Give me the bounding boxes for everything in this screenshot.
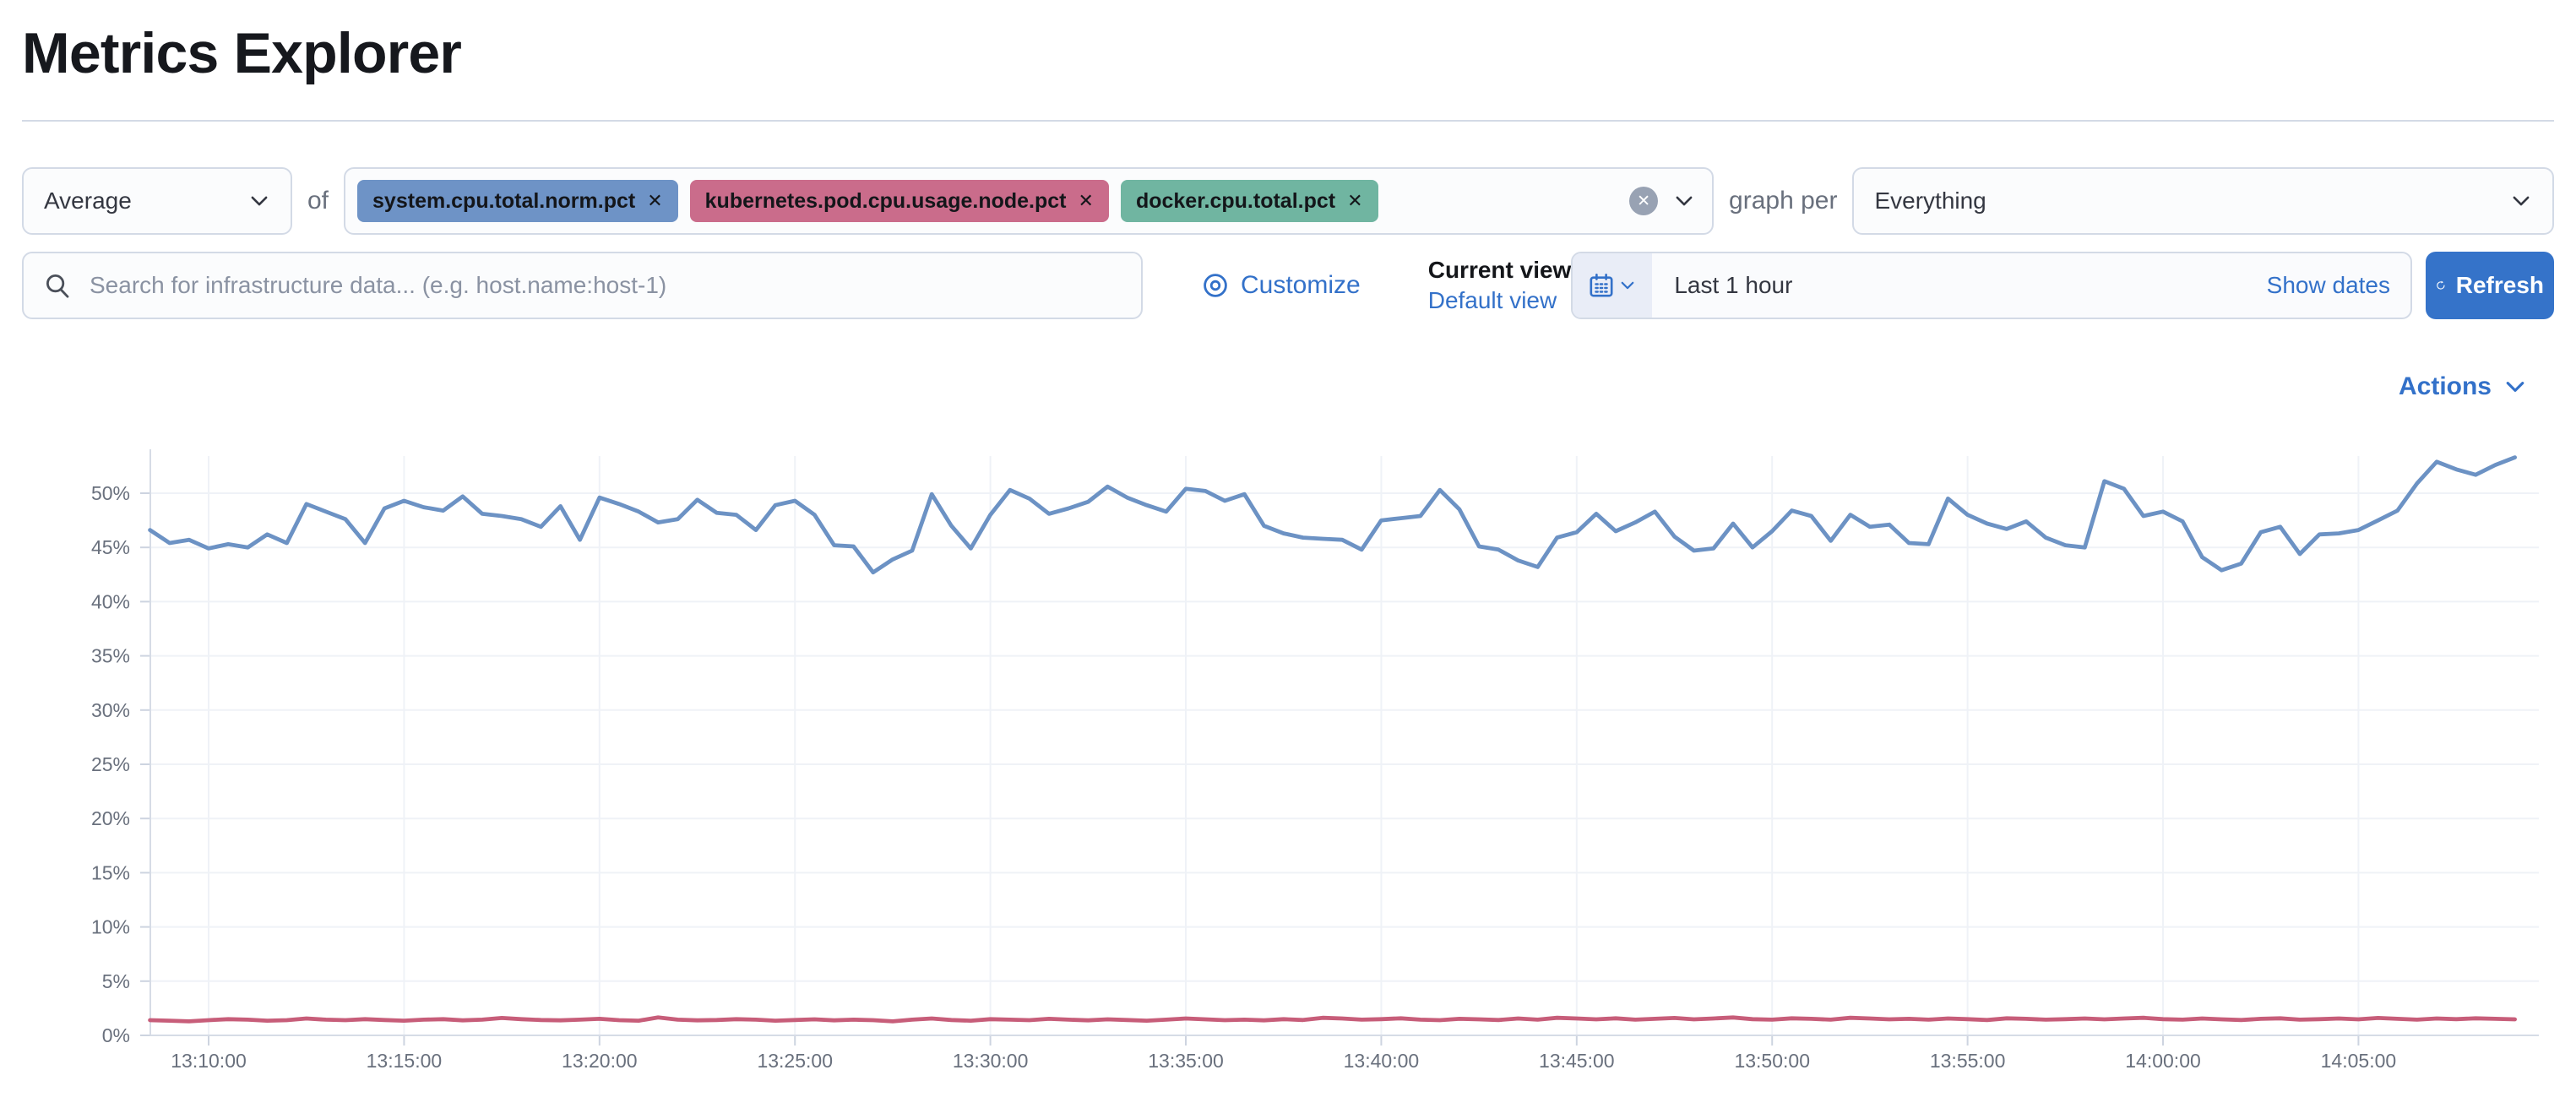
svg-text:13:45:00: 13:45:00 bbox=[1539, 1050, 1615, 1072]
chevron-down-icon bbox=[2513, 196, 2530, 206]
graph-per-value: Everything bbox=[1874, 187, 1986, 214]
page-title: Metrics Explorer bbox=[22, 21, 462, 85]
refresh-button[interactable]: Refresh bbox=[2426, 252, 2554, 319]
customize-button[interactable]: Customize bbox=[1202, 271, 1361, 300]
graph-per-label: graph per bbox=[1729, 187, 1838, 215]
chart-line-kubernetes.pod.cpu.usage.node.pct bbox=[148, 1015, 2518, 1024]
chart-line-system.cpu.total.norm.pct bbox=[148, 455, 2518, 575]
svg-text:5%: 5% bbox=[102, 970, 130, 992]
svg-text:20%: 20% bbox=[91, 807, 130, 829]
refresh-icon bbox=[2437, 280, 2445, 290]
svg-text:13:15:00: 13:15:00 bbox=[367, 1050, 443, 1072]
svg-text:25%: 25% bbox=[91, 753, 130, 775]
svg-text:13:10:00: 13:10:00 bbox=[171, 1050, 247, 1072]
chevron-down-icon bbox=[251, 196, 268, 206]
calendar-menu-button[interactable] bbox=[1573, 253, 1653, 318]
header-divider bbox=[22, 120, 2554, 122]
metric-badge[interactable]: system.cpu.total.norm.pct ✕ bbox=[357, 180, 678, 222]
svg-text:45%: 45% bbox=[91, 536, 130, 558]
of-label: of bbox=[307, 187, 329, 215]
time-range-value[interactable]: Last 1 hour bbox=[1674, 272, 1793, 298]
metrics-explorer-page: Metrics Explorer Average of system.cpu.t… bbox=[0, 20, 2576, 1108]
svg-text:10%: 10% bbox=[91, 916, 130, 938]
chevron-down-icon bbox=[1621, 281, 1634, 290]
svg-text:13:30:00: 13:30:00 bbox=[953, 1050, 1029, 1072]
eye-icon bbox=[1204, 274, 1227, 297]
svg-text:35%: 35% bbox=[91, 645, 130, 667]
metric-badge-label: system.cpu.total.norm.pct bbox=[372, 188, 636, 213]
clear-all-icon[interactable]: ✕ bbox=[1629, 187, 1659, 215]
metric-controls-row: Average of system.cpu.total.norm.pct ✕ kub… bbox=[22, 167, 2554, 235]
svg-text:14:05:00: 14:05:00 bbox=[2321, 1050, 2397, 1072]
metric-badge-label: kubernetes.pod.cpu.usage.node.pct bbox=[704, 188, 1067, 213]
svg-text:13:40:00: 13:40:00 bbox=[1344, 1050, 1420, 1072]
chart-area: 13:10:00 13:15:00 13:20:00 13:25:00 13:30:00… bbox=[0, 426, 2576, 1108]
metric-badge-label: docker.cpu.total.pct bbox=[1135, 188, 1336, 213]
svg-text:15%: 15% bbox=[91, 861, 130, 883]
search-input[interactable] bbox=[86, 270, 1121, 301]
metrics-combobox[interactable]: system.cpu.total.norm.pct ✕ kubernetes.pod… bbox=[344, 167, 1715, 235]
svg-text:13:55:00: 13:55:00 bbox=[1930, 1050, 2006, 1072]
search-icon bbox=[46, 274, 69, 298]
svg-text:14:00:00: 14:00:00 bbox=[2125, 1050, 2201, 1072]
refresh-label: Refresh bbox=[2455, 272, 2544, 298]
svg-text:30%: 30% bbox=[91, 699, 130, 721]
view-selector: Current view Default view bbox=[1428, 255, 1572, 316]
calendar-icon bbox=[1590, 273, 1613, 297]
aggregation-value: Average bbox=[44, 187, 132, 214]
chart-header: Actions bbox=[22, 370, 2527, 404]
actions-menu-button[interactable]: Actions bbox=[2399, 372, 2527, 401]
actions-label: Actions bbox=[2398, 372, 2492, 400]
search-box bbox=[22, 252, 1143, 319]
svg-text:13:20:00: 13:20:00 bbox=[562, 1050, 638, 1072]
metric-badge[interactable]: kubernetes.pod.cpu.usage.node.pct ✕ bbox=[689, 180, 1109, 222]
metrics-chart-svg[interactable]: 13:10:00 13:15:00 13:20:00 13:25:00 13:30:00… bbox=[0, 426, 2576, 1101]
svg-text:13:50:00: 13:50:00 bbox=[1734, 1050, 1810, 1072]
metric-badges: system.cpu.total.norm.pct ✕ kubernetes.pod… bbox=[357, 180, 1629, 222]
svg-text:40%: 40% bbox=[91, 590, 130, 612]
svg-text:50%: 50% bbox=[91, 482, 130, 504]
svg-text:0%: 0% bbox=[102, 1024, 130, 1046]
svg-text:13:35:00: 13:35:00 bbox=[1148, 1050, 1224, 1072]
query-controls-row: Customize Current view Default view Last… bbox=[22, 252, 2554, 319]
remove-metric-icon[interactable]: ✕ bbox=[647, 190, 663, 211]
customize-label: Customize bbox=[1241, 271, 1361, 299]
aggregation-select[interactable]: Average bbox=[22, 167, 292, 235]
show-dates-button[interactable]: Show dates bbox=[2266, 272, 2390, 298]
svg-text:13:25:00: 13:25:00 bbox=[757, 1050, 833, 1072]
remove-metric-icon[interactable]: ✕ bbox=[1347, 190, 1363, 211]
chevron-down-icon[interactable] bbox=[1673, 190, 1695, 212]
metric-badge[interactable]: docker.cpu.total.pct ✕ bbox=[1120, 180, 1378, 222]
combobox-controls: ✕ bbox=[1629, 187, 1695, 215]
default-view-link[interactable]: Default view bbox=[1427, 287, 1557, 313]
graph-per-select[interactable]: Everything bbox=[1852, 167, 2554, 235]
time-range-picker: Last 1 hour Show dates bbox=[1571, 252, 2412, 319]
current-view-label: Current view bbox=[1427, 257, 1572, 283]
remove-metric-icon[interactable]: ✕ bbox=[1078, 190, 1094, 211]
chevron-down-icon bbox=[2506, 382, 2524, 392]
